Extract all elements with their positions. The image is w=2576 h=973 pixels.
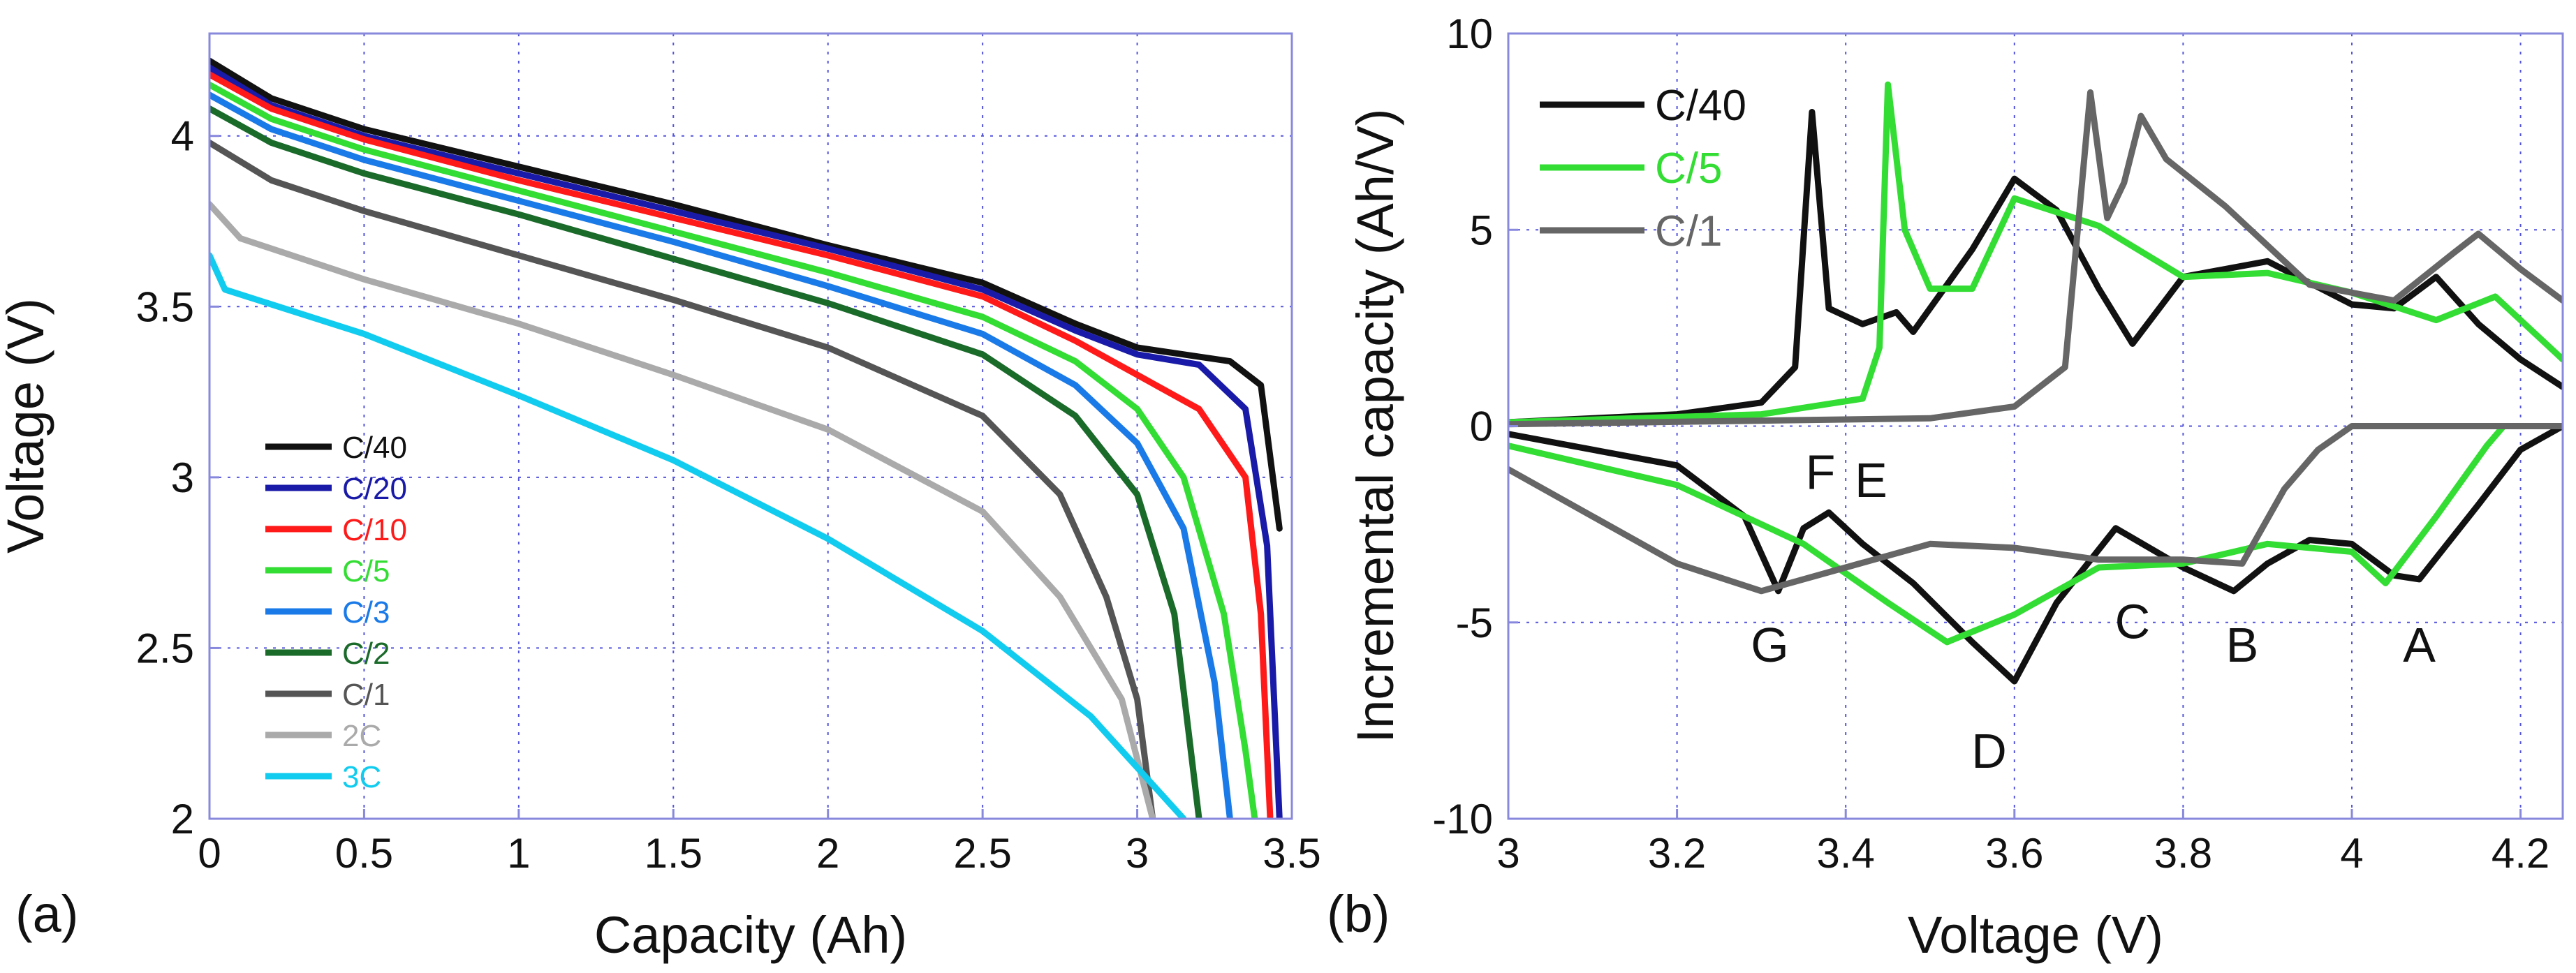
panel-b-xtick-label-3-4: 3.4: [1816, 830, 1874, 877]
panel-a-ticks: 0 0.5 1 1.5 2 2.5 3 3.5 2 2.5 3 3.5 4: [136, 113, 1321, 877]
panel-b-series-c-40-discharge: [1508, 423, 2563, 685]
panel-a-legend-label-c-1: C/1: [342, 678, 390, 712]
panel-a-ytick-label-2-5: 2.5: [136, 625, 194, 671]
panel-b-xtick-label-3-6: 3.6: [1985, 830, 2043, 877]
panel-a-ytick-label-2: 2: [171, 796, 194, 842]
panel-a-xtick-label-2: 2: [816, 830, 839, 877]
panel-a-series-c-5-discharge: [209, 81, 1258, 819]
panel-a-xtick-label-3-5: 3.5: [1263, 830, 1320, 877]
panel-b-peak-label-d: D: [1971, 724, 2007, 778]
panel-b-peak-label-g: G: [1751, 618, 1788, 672]
panel-b-y-axis-label: Incremental capacity (Ah/V): [1346, 109, 1404, 743]
panel-b-series-c-40-charge: [1508, 109, 2563, 426]
panel-a-legend-label-c-10: C/10: [342, 513, 407, 547]
panel-a-series-c-40-discharge: [209, 57, 1283, 532]
panel-a-legend-label-c-20: C/20: [342, 472, 407, 506]
panel-a-series-c-3-discharge: [209, 91, 1233, 819]
panel-a-xtick-label-1: 1: [507, 830, 530, 877]
panel-a-legend-label-3c: 3C: [342, 760, 381, 794]
panel-b-xtick-label-3-2: 3.2: [1648, 830, 1706, 877]
panel-a-series-c-20-discharge: [209, 64, 1283, 819]
panel-b-series-c-1-discharge: [1508, 423, 2563, 595]
panel-a-label: (a): [15, 885, 78, 943]
panel-a-voltage-capacity: 0 0.5 1 1.5 2 2.5 3 3.522.533.54 Capacity (Ah) …: [0, 32, 1321, 964]
panel-a-ytick-label-4: 4: [171, 113, 194, 160]
panel-b-xtick-label-4-2: 4.2: [2492, 830, 2549, 877]
panel-a-legend-label-c-5: C/5: [342, 554, 390, 588]
panel-a-series-c-1-discharge: [209, 140, 1156, 819]
panel-a-ytick-label-3: 3: [171, 454, 194, 501]
panel-a-grid: [209, 34, 1292, 819]
panel-b-series-c-5-charge: [1508, 81, 2563, 426]
panel-b-series-c-1-charge: [1508, 89, 2563, 428]
panel-a-y-axis-label: Voltage (V): [0, 298, 54, 554]
panel-b-ytick-label-10: -10: [1432, 796, 1493, 842]
panel-a-x-axis-label: Capacity (Ah): [594, 906, 907, 964]
panel-a-xtick-label-3: 3: [1126, 830, 1149, 877]
panel-a-frame: [208, 32, 1293, 820]
panel-a-xtick-label-1-5: 1.5: [645, 830, 702, 877]
panel-a-legend-label-c-40: C/40: [342, 431, 407, 465]
panel-b-peak-label-c: C: [2115, 594, 2151, 648]
panel-b-peak-label-a: A: [2403, 618, 2436, 672]
panel-b-ytick-label-0: 0: [1470, 403, 1493, 450]
panel-b-x-axis-label: Voltage (V): [1908, 906, 2163, 964]
panel-a-legend-label-c-2: C/2: [342, 637, 390, 671]
panel-b-legend-label-c-40: C/40: [1655, 82, 1746, 130]
panel-b-ytick-label-10: 10: [1446, 10, 1493, 57]
panel-a-xtick-label-0-5: 0.5: [335, 830, 393, 877]
panel-b-ytick-label-5: 5: [1470, 207, 1493, 253]
panel-a-legend-label-2c: 2C: [342, 719, 381, 753]
panel-a-series-lines: [209, 57, 1283, 819]
panel-a-xtick-label-0: 0: [198, 830, 221, 877]
panel-b-legend: C/40 C/5 C/1: [1540, 82, 1746, 255]
panel-b-peak-label-f: F: [1806, 445, 1836, 500]
panel-b-ytick-label-5: -5: [1456, 600, 1493, 646]
panel-a-legend-label-c-3: C/3: [342, 595, 390, 630]
panel-b-ticks: 3 3.2 3.4 3.6 3.8 4 4.2 -10 -5 0 5 10: [1432, 10, 2549, 877]
panel-b-xtick-label-3: 3: [1496, 830, 1519, 877]
panel-a-series-c-10-discharge: [209, 71, 1274, 819]
panel-b-series-lines: [1508, 81, 2563, 685]
panel-b-peak-label-b: B: [2226, 618, 2259, 672]
panel-a-series-2c-discharge: [209, 201, 1156, 819]
panel-a-xtick-label-2-5: 2.5: [953, 830, 1011, 877]
panel-b-xtick-label-4: 4: [2340, 830, 2363, 877]
panel-b-series-c-5-discharge: [1508, 423, 2507, 646]
panel-b-peak-label-e: E: [1855, 453, 1887, 507]
panel-a-legend: C/40 C/20 C/10 C/5 C/3 C/2 C/1 2C 3C: [265, 431, 407, 794]
panel-a-series-c-2-discharge: [209, 105, 1202, 819]
panel-b-legend-label-c-1: C/1: [1655, 207, 1722, 255]
panel-b-legend-label-c-5: C/5: [1655, 144, 1722, 193]
panel-a-series-3c-discharge: [209, 252, 1187, 819]
panel-b-incremental-capacity: 3 3.2 3.4 3.6 3.8 4 4.2 -10 -5 0 5 10 Voltage (V) I…: [1327, 10, 2564, 964]
panel-b-label: (b): [1327, 885, 1390, 943]
panel-a-ytick-label-3-5: 3.5: [136, 283, 194, 330]
panel-b-peak-labels: A B C D EF G: [1751, 445, 2436, 778]
panel-b-xtick-label-3-8: 3.8: [2154, 830, 2212, 877]
